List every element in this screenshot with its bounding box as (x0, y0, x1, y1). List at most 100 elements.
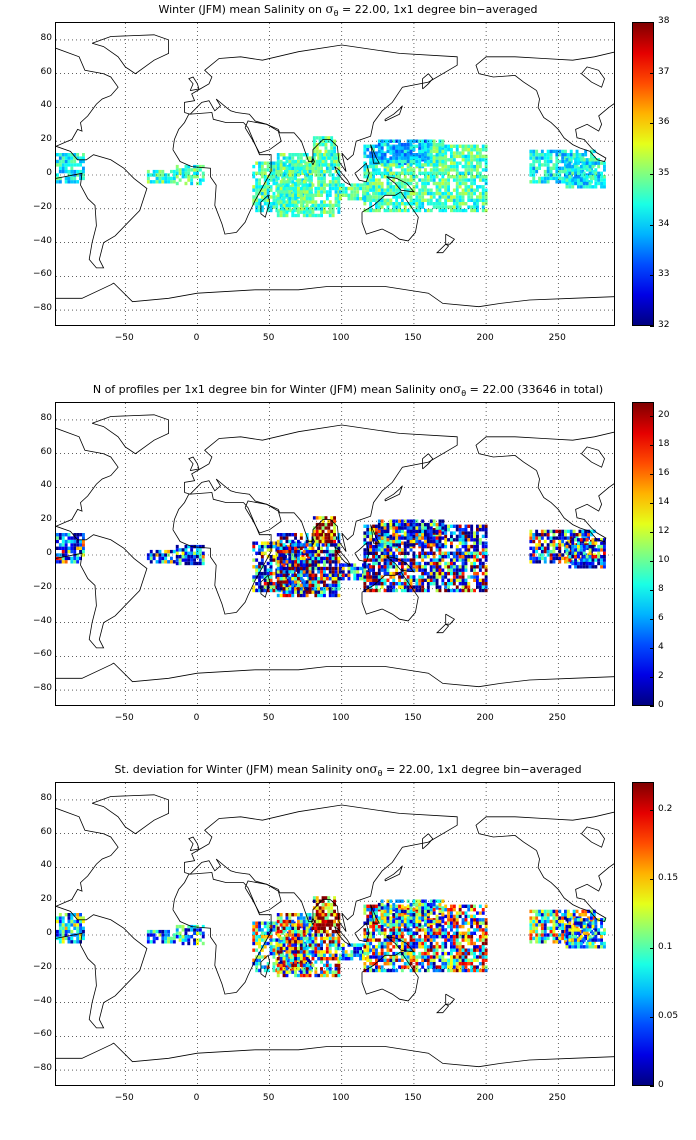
data-cell (76, 543, 80, 547)
data-cell (455, 198, 459, 202)
data-cell (161, 173, 165, 177)
data-cell (323, 950, 326, 954)
data-cell (600, 171, 603, 175)
data-cell (58, 176, 62, 181)
data-cell (380, 519, 384, 523)
data-cell (258, 955, 261, 959)
data-cell (380, 539, 384, 544)
data-cell (362, 186, 365, 191)
data-cell (279, 556, 283, 561)
data-cell (263, 582, 267, 586)
data-cell (269, 178, 273, 182)
data-cell (403, 568, 407, 572)
data-cell (315, 522, 319, 527)
data-cell (317, 593, 321, 598)
data-cell (282, 573, 286, 577)
data-cell (279, 963, 283, 968)
data-cell (285, 193, 289, 197)
data-cell (369, 935, 373, 939)
data-cell (561, 159, 565, 164)
data-cell (325, 950, 329, 954)
data-cell (297, 973, 300, 978)
data-cell (458, 565, 462, 569)
data-cell (403, 195, 407, 199)
data-cell (558, 543, 562, 547)
data-cell (392, 571, 396, 576)
data-cell (389, 924, 393, 929)
data-cell (421, 558, 425, 562)
data-cell (380, 955, 384, 959)
data-cell (529, 539, 533, 544)
data-cell (269, 945, 273, 949)
data-cell (331, 553, 335, 557)
data-cell (424, 588, 427, 593)
data-cell (333, 913, 336, 917)
data-cell (279, 970, 283, 974)
data-cell (325, 973, 329, 978)
data-cell (375, 188, 378, 192)
data-cell (603, 168, 606, 172)
data-cell (363, 578, 367, 582)
data-cell (415, 526, 419, 530)
data-cell (252, 575, 256, 579)
data-cell (291, 186, 295, 191)
data-cell (484, 178, 488, 182)
data-cell (288, 929, 292, 934)
data-cell (308, 180, 312, 184)
data-cell (359, 577, 362, 581)
data-cell (288, 926, 292, 930)
data-cell (294, 166, 297, 170)
data-cell (291, 159, 295, 164)
data-cell (359, 957, 362, 961)
data-cell (279, 553, 283, 557)
data-cell (444, 561, 448, 566)
data-cell (564, 180, 567, 184)
data-cell (383, 935, 387, 939)
data-cell (412, 531, 416, 535)
data-cell (383, 578, 387, 582)
data-cell (292, 951, 296, 956)
data-cell (285, 573, 289, 577)
data-cell (201, 941, 205, 946)
data-cell (276, 973, 280, 978)
data-cell (308, 583, 312, 588)
data-cell (409, 181, 413, 186)
data-cell (470, 164, 474, 169)
data-cell (276, 539, 280, 544)
data-cell (333, 536, 336, 540)
data-cell (568, 175, 572, 179)
data-cell (295, 965, 299, 969)
data-cell (538, 543, 541, 547)
data-cell (591, 565, 595, 569)
data-cell (377, 928, 381, 932)
data-cell (369, 178, 373, 182)
data-cell (386, 951, 390, 956)
data-cell (450, 534, 453, 539)
data-cell (578, 156, 582, 160)
data-cell (406, 536, 410, 540)
data-cell (282, 549, 286, 554)
data-cell (432, 543, 436, 547)
data-cell (305, 207, 309, 211)
data-cell (291, 593, 295, 598)
data-cell (429, 163, 433, 167)
data-cell (395, 198, 399, 202)
data-cell (307, 965, 310, 969)
data-cell (529, 166, 533, 170)
data-cell (429, 188, 433, 192)
data-cell (435, 568, 439, 572)
data-cell (406, 533, 410, 537)
data-cell (333, 896, 336, 900)
data-cell (535, 149, 539, 154)
colorbar-tick-label: 2 (658, 671, 664, 682)
data-cell (294, 543, 297, 547)
data-cell (481, 168, 485, 172)
data-cell (363, 565, 367, 569)
data-cell (279, 173, 283, 177)
data-cell (297, 553, 300, 557)
data-cell (369, 931, 373, 935)
data-cell (272, 948, 276, 952)
data-cell (447, 551, 450, 555)
data-cell (529, 169, 533, 174)
data-cell (260, 188, 264, 192)
